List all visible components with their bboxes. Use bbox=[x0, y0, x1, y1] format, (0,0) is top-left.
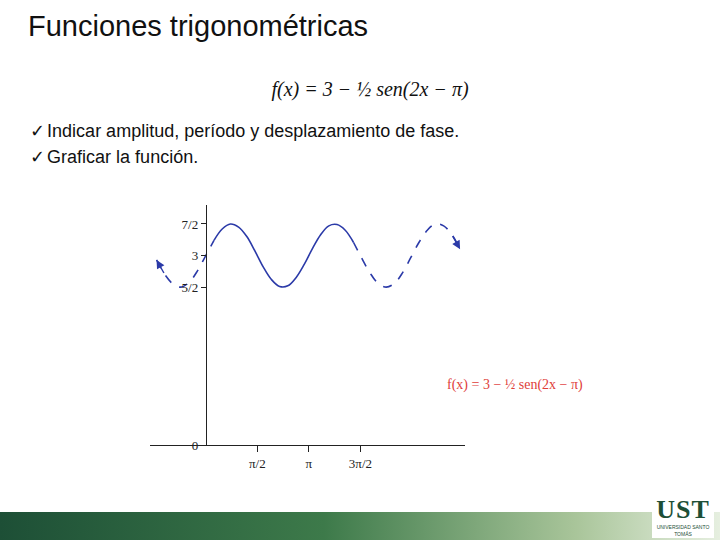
svg-text:5/2: 5/2 bbox=[182, 280, 199, 295]
html-text:UST: UST bbox=[656, 495, 710, 524]
svg-text:f(x) = 3 − ½ sen(2x − π): f(x) = 3 − ½ sen(2x − π) bbox=[447, 377, 583, 393]
svg-text:0: 0 bbox=[192, 438, 199, 453]
html-text:UNIVERSIDAD SANTO TOMÁS: UNIVERSIDAD SANTO TOMÁS bbox=[656, 524, 710, 537]
html-text:Graficar la función.: Graficar la función. bbox=[47, 147, 199, 167]
html-text:Funciones trigonométricas: Funciones trigonométricas bbox=[28, 10, 369, 42]
svg-text:π: π bbox=[306, 456, 313, 471]
svg-text:3π/2: 3π/2 bbox=[349, 456, 372, 471]
html-text:f(x) = 3 − ½ sen(2x − π): f(x) = 3 − ½ sen(2x − π) bbox=[271, 78, 469, 100]
svg-text:7/2: 7/2 bbox=[182, 217, 199, 232]
svg-text:π/2: π/2 bbox=[249, 456, 266, 471]
html-text:Indicar amplitud, período y de: Indicar amplitud, período y desplazamien… bbox=[47, 121, 460, 141]
svg-text:3: 3 bbox=[192, 248, 199, 263]
